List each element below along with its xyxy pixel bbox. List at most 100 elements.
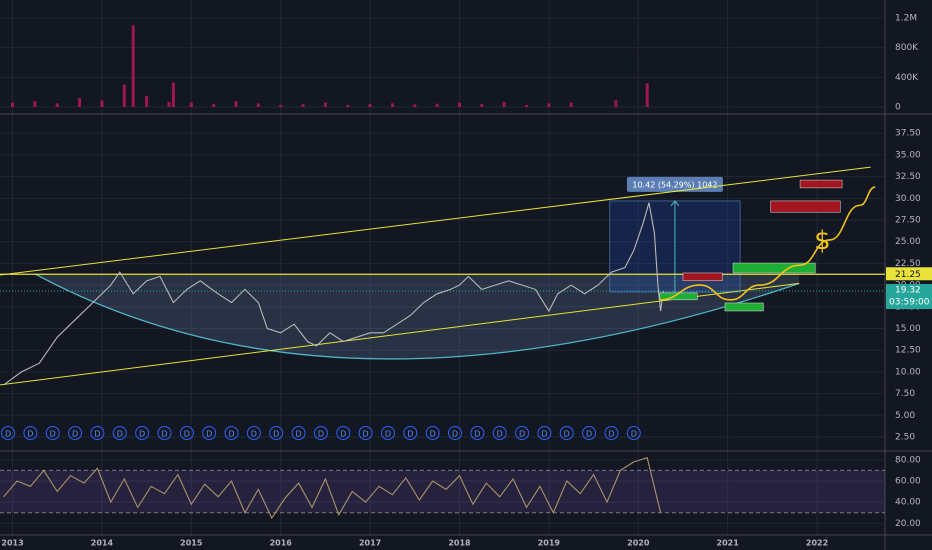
- y-tick-label: 32.50: [895, 172, 921, 182]
- volume-bar: [435, 103, 439, 108]
- x-tick-label: 2014: [91, 539, 114, 548]
- dividend-label: D: [541, 430, 547, 439]
- y-tick-label: 37.50: [895, 129, 921, 139]
- dividend-marker: [68, 426, 83, 440]
- dividend-marker: [425, 426, 440, 440]
- dividend-label: D: [564, 430, 570, 439]
- dividend-label: D: [273, 430, 279, 439]
- volume-bar: [33, 101, 37, 108]
- dividend-marker: [135, 426, 150, 440]
- volume-bar: [100, 100, 104, 108]
- volume-bar: [645, 83, 649, 108]
- volume-bar: [145, 95, 149, 108]
- dividend-label: D: [340, 430, 346, 439]
- projection-box: [799, 179, 843, 189]
- dividend-marker: [559, 426, 574, 440]
- volume-bar: [569, 102, 573, 108]
- y-tick-label: 80.00: [895, 455, 921, 465]
- dividend-marker: [246, 426, 261, 440]
- dividend-label: D: [519, 430, 525, 439]
- volume-bar: [234, 101, 238, 108]
- dividend-label: D: [27, 430, 33, 439]
- y-tick-label: 10.00: [895, 367, 921, 377]
- projection-box: [732, 262, 816, 274]
- y-tick-label: 22.50: [895, 259, 921, 269]
- y-tick-label: 30.00: [895, 194, 921, 204]
- y-tick-label: 25.00: [895, 237, 921, 247]
- projection-curve: [659, 186, 876, 301]
- dividend-label: D: [318, 430, 324, 439]
- countdown-label: 03:59:00: [889, 298, 930, 308]
- y-tick-label: 20.00: [895, 519, 921, 529]
- y-tick-label: 0: [895, 103, 901, 113]
- dividend-label: D: [117, 430, 123, 439]
- dividend-label: D: [430, 430, 436, 439]
- dividend-label: D: [94, 430, 100, 439]
- volume-bar: [457, 102, 461, 108]
- projection-box: [682, 272, 723, 282]
- y-tick-label: 1.2M: [895, 13, 917, 23]
- dividend-marker: [470, 426, 485, 440]
- dividend-marker: [179, 426, 194, 440]
- dividend-marker: [492, 426, 507, 440]
- trend-line: [0, 282, 800, 386]
- volume-bar: [78, 98, 82, 108]
- volume-bar: [167, 101, 171, 108]
- dividend-label: D: [161, 430, 167, 439]
- x-tick-label: 2013: [1, 539, 23, 548]
- dividend-label: D: [139, 430, 145, 439]
- dividend-marker: [23, 426, 38, 440]
- x-tick-label: 2015: [180, 539, 203, 548]
- measure-label: 10.42 (54.29%) 1042: [632, 180, 717, 189]
- y-tick-label: 60.00: [895, 476, 921, 486]
- volume-bar: [189, 102, 193, 108]
- x-tick-label: 2021: [717, 539, 740, 548]
- dividend-marker: [358, 426, 373, 440]
- volume-bar: [11, 102, 15, 108]
- volume-bar: [547, 103, 551, 108]
- x-tick-label: 2022: [806, 539, 828, 548]
- volume-bar: [480, 104, 484, 108]
- y-tick-label: 5.00: [895, 411, 915, 421]
- dividend-label: D: [586, 430, 592, 439]
- dividend-label: D: [608, 430, 614, 439]
- dividend-label: D: [631, 430, 637, 439]
- y-tick-label: 400K: [895, 73, 919, 83]
- level-label: 21.25: [895, 270, 921, 280]
- price-line: [3, 202, 664, 386]
- y-tick-label: 15.00: [895, 324, 921, 334]
- volume-bar: [55, 103, 59, 108]
- x-tick-label: 2017: [359, 539, 381, 548]
- volume-bar: [256, 103, 260, 108]
- dividend-marker: [1, 426, 16, 440]
- volume-bar: [122, 84, 126, 108]
- volume-bar: [368, 104, 372, 108]
- dividend-label: D: [184, 430, 190, 439]
- volume-bar: [614, 100, 618, 108]
- dividend-marker: [291, 426, 306, 440]
- volume-bar: [502, 101, 506, 108]
- dividend-label: D: [295, 430, 301, 439]
- x-tick-label: 2020: [627, 539, 650, 548]
- dividend-marker: [112, 426, 127, 440]
- dividend-marker: [448, 426, 463, 440]
- volume-bar: [171, 82, 175, 108]
- dividend-marker: [269, 426, 284, 440]
- dividend-label: D: [407, 430, 413, 439]
- dividend-label: D: [385, 430, 391, 439]
- dividend-marker: [45, 426, 60, 440]
- x-tick-label: 2018: [448, 539, 471, 548]
- rsi-line: [3, 456, 662, 520]
- y-tick-label: 800K: [895, 43, 919, 53]
- volume-bar: [390, 103, 394, 108]
- volume-bar: [525, 104, 529, 108]
- volume-bar: [413, 104, 417, 108]
- dividend-label: D: [206, 430, 212, 439]
- dividend-marker: [313, 426, 328, 440]
- dollar-sign: $: [814, 226, 831, 256]
- level-tag: [886, 267, 932, 281]
- dividend-marker: [157, 426, 172, 440]
- projection-box: [724, 302, 764, 312]
- dividend-label: D: [251, 430, 257, 439]
